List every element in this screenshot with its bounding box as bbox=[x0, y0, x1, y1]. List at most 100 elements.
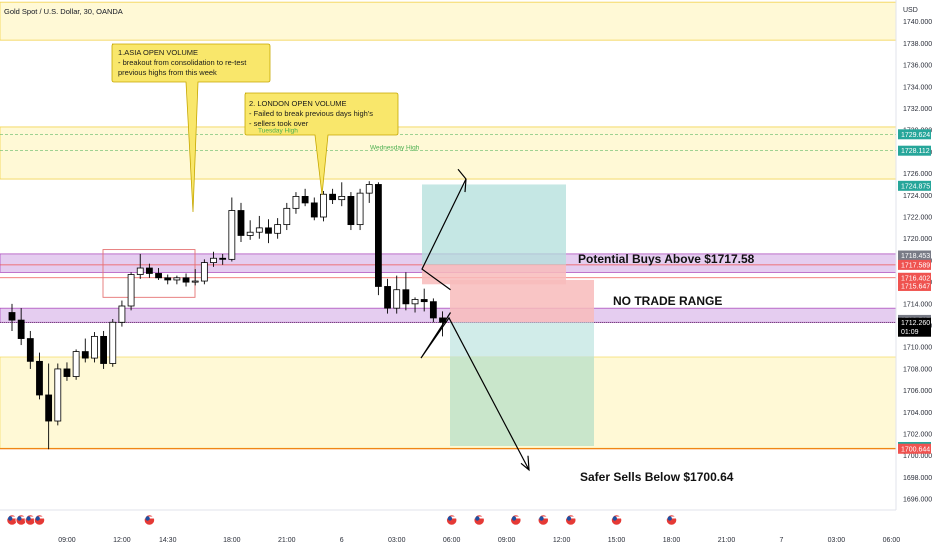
bull-candle-body bbox=[292, 196, 300, 209]
price-tag: 1717.589 bbox=[898, 259, 931, 270]
candle[interactable] bbox=[329, 188, 337, 204]
candle[interactable] bbox=[338, 182, 346, 207]
price-tick-label: 1736.000 bbox=[903, 63, 932, 70]
candle[interactable] bbox=[145, 263, 153, 278]
candle[interactable] bbox=[374, 182, 382, 296]
bull-candle-body bbox=[365, 184, 373, 194]
candle[interactable] bbox=[210, 251, 217, 267]
candle[interactable] bbox=[237, 202, 245, 242]
candle[interactable] bbox=[109, 319, 117, 367]
candle[interactable] bbox=[17, 308, 25, 346]
candle[interactable] bbox=[54, 363, 62, 426]
current-price-label: 1712.260 bbox=[901, 320, 930, 327]
time-axis[interactable]: 09:00 12:00 14:30 18:00 21:00 6 03:00 06:00 09:0… bbox=[0, 509, 901, 544]
candle[interactable] bbox=[91, 332, 98, 363]
event-icon-canton bbox=[17, 516, 22, 521]
economic-event-icon[interactable] bbox=[446, 514, 458, 526]
candle[interactable] bbox=[228, 197, 236, 262]
price-tag: 1715.647 bbox=[898, 280, 931, 291]
candle[interactable] bbox=[356, 188, 364, 231]
price-tag-bg bbox=[898, 443, 931, 454]
candle[interactable] bbox=[200, 259, 208, 285]
candle[interactable] bbox=[402, 272, 410, 311]
bear-candle-body bbox=[384, 286, 391, 309]
bull-candle-body bbox=[173, 277, 181, 281]
candle[interactable] bbox=[36, 352, 43, 400]
mid-zone bbox=[0, 126, 897, 180]
bear-candle-body bbox=[36, 360, 43, 396]
economic-event-icon[interactable] bbox=[143, 514, 155, 526]
candle[interactable] bbox=[8, 303, 16, 331]
candle[interactable] bbox=[118, 300, 126, 327]
price-tick-label: 1720.000 bbox=[903, 236, 932, 243]
candle[interactable] bbox=[191, 269, 199, 286]
time-tick-label: 06:00 bbox=[883, 537, 901, 544]
candle[interactable] bbox=[265, 219, 272, 244]
candle[interactable] bbox=[420, 288, 428, 312]
candle[interactable] bbox=[164, 274, 172, 285]
candle[interactable] bbox=[384, 278, 391, 314]
economic-event-icon[interactable] bbox=[565, 514, 577, 526]
candle[interactable] bbox=[365, 181, 373, 203]
economic-event-icon[interactable] bbox=[510, 514, 522, 526]
price-tag-label: 1715.647 bbox=[901, 283, 930, 290]
callout-london-line-2: - Failed to break previous days high's bbox=[249, 109, 373, 118]
event-icon-canton bbox=[35, 516, 40, 521]
candle[interactable] bbox=[173, 275, 181, 285]
bear-candle-body bbox=[81, 351, 89, 359]
callout-london-line-1: 2. LONDON OPEN VOLUME bbox=[249, 99, 347, 108]
candles-layer[interactable] bbox=[8, 181, 446, 450]
economic-event-icon[interactable] bbox=[473, 514, 485, 526]
sell-arrowhead bbox=[520, 455, 530, 472]
candle[interactable] bbox=[301, 188, 309, 207]
economic-event-icon[interactable] bbox=[610, 514, 623, 526]
candle[interactable] bbox=[246, 220, 254, 240]
callout-london-line-3: - sellers took over bbox=[249, 119, 309, 128]
economic-event-icon[interactable] bbox=[33, 514, 46, 526]
callout-london: 2. LONDON OPEN VOLUME - Failed to break … bbox=[244, 92, 399, 196]
price-tick-label: 1734.000 bbox=[903, 84, 932, 91]
bull-candle-body bbox=[191, 280, 199, 283]
price-tag: 1716.402 bbox=[898, 272, 931, 283]
bull-candle-body bbox=[393, 289, 401, 309]
candle[interactable] bbox=[347, 192, 355, 231]
candle[interactable] bbox=[393, 275, 401, 314]
potential-buys-label: Potential Buys Above $1717.58 bbox=[578, 252, 755, 266]
candle[interactable] bbox=[320, 190, 327, 222]
candle[interactable] bbox=[429, 298, 437, 323]
candle[interactable] bbox=[26, 330, 34, 369]
bull-candle-body bbox=[54, 368, 62, 422]
candle[interactable] bbox=[274, 218, 282, 239]
candle[interactable] bbox=[127, 272, 135, 311]
time-tick-label: 09:00 bbox=[58, 537, 76, 544]
candle[interactable] bbox=[411, 297, 419, 313]
bear-candle-body bbox=[100, 335, 107, 364]
price-tag-label: 1728.112 bbox=[901, 148, 930, 155]
candle[interactable] bbox=[63, 362, 71, 381]
economic-event-icon[interactable] bbox=[665, 514, 678, 526]
candle[interactable] bbox=[255, 215, 263, 239]
candle[interactable] bbox=[100, 330, 107, 369]
candle[interactable] bbox=[182, 273, 190, 287]
countdown-label: 01:09 bbox=[901, 329, 919, 336]
candle[interactable] bbox=[136, 253, 144, 279]
price-tag-bg bbox=[898, 180, 931, 191]
bear-candle-body bbox=[182, 277, 190, 283]
bear-candle-body bbox=[402, 289, 410, 305]
economic-event-icon[interactable] bbox=[6, 514, 18, 526]
economic-event-icon[interactable] bbox=[537, 514, 549, 526]
candle[interactable] bbox=[292, 192, 300, 214]
event-icon-bg bbox=[473, 514, 485, 526]
time-tick-label: 18:00 bbox=[223, 537, 241, 544]
callout-asia-line-2: - breakout from consolidation to re-test bbox=[118, 58, 247, 67]
event-icon-bg bbox=[537, 514, 549, 526]
candle[interactable] bbox=[310, 197, 318, 221]
sell-path-arrow bbox=[420, 312, 530, 471]
candle[interactable] bbox=[81, 338, 89, 363]
candle[interactable] bbox=[283, 202, 291, 231]
candle[interactable] bbox=[72, 349, 80, 380]
candle[interactable] bbox=[219, 253, 227, 265]
candle[interactable] bbox=[45, 363, 53, 450]
candle[interactable] bbox=[155, 268, 162, 280]
